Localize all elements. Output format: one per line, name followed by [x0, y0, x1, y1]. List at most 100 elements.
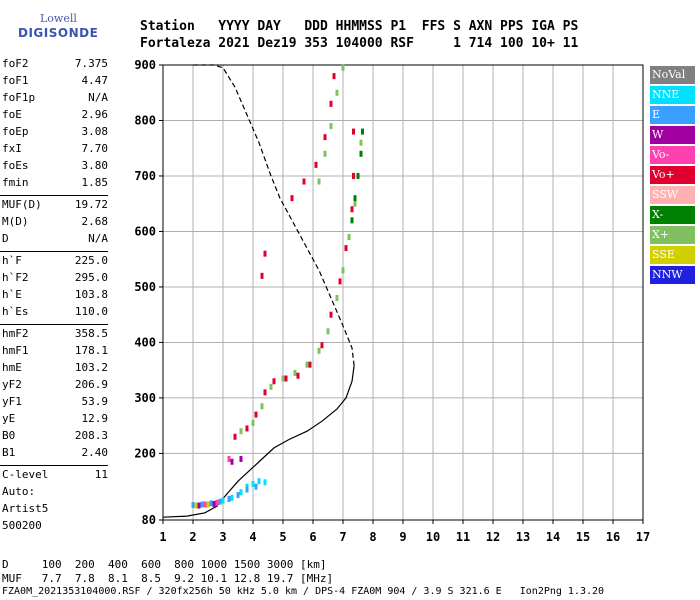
param-row: D N/A	[0, 232, 112, 249]
echo-point	[344, 245, 348, 252]
param-row: fmin 1.85	[0, 176, 112, 193]
param-name: B1	[2, 446, 16, 459]
param-value: 208.3	[74, 429, 108, 442]
param-name: yF2	[2, 378, 22, 391]
echo-point	[329, 311, 333, 318]
param-value: 3.08	[81, 125, 109, 138]
echo-point	[359, 139, 363, 146]
param-row: h`F 225.0	[0, 254, 112, 271]
echo-point	[215, 499, 219, 506]
param-separator	[0, 195, 108, 196]
echo-point	[194, 502, 198, 509]
echo-point	[359, 150, 363, 157]
echo-point	[347, 234, 351, 241]
param-row: foF1 4.47	[0, 74, 112, 91]
param-value: 7.70	[81, 142, 109, 155]
echo-point	[209, 500, 213, 507]
param-value: 103.2	[74, 361, 108, 374]
legend-item: X-	[650, 206, 695, 224]
y-tick-label: 600	[134, 224, 156, 238]
echo-point	[227, 495, 231, 502]
echo-point	[191, 502, 195, 509]
legend-item: SSE	[650, 246, 695, 264]
param-value: 1.85	[81, 176, 109, 189]
param-name: hmE	[2, 361, 22, 374]
param-value: 19.72	[74, 198, 108, 211]
param-name: h`Es	[2, 305, 29, 318]
param-name: foEs	[2, 159, 29, 172]
x-tick-label: 5	[279, 530, 286, 544]
profile-line	[162, 365, 355, 518]
echo-point	[308, 361, 312, 368]
param-name: MUF(D)	[2, 198, 42, 211]
param-value: 295.0	[74, 271, 108, 284]
echo-point	[284, 375, 288, 382]
echo-point	[230, 458, 234, 465]
y-tick-label: 700	[134, 169, 156, 183]
y-tick-label: 400	[134, 335, 156, 349]
param-value: 2.40	[81, 446, 109, 459]
param-row: MUF(D) 19.72	[0, 198, 112, 215]
param-row: B0 208.3	[0, 429, 112, 446]
echo-point	[323, 134, 327, 141]
param-row: foEp 3.08	[0, 125, 112, 142]
param-separator	[0, 465, 108, 466]
param-row: h`F2 295.0	[0, 271, 112, 288]
echo-point	[212, 500, 216, 507]
echo-point	[227, 455, 231, 462]
echo-point	[236, 492, 240, 499]
echo-point	[317, 347, 321, 354]
echo-point	[269, 383, 273, 390]
x-tick-label: 16	[606, 530, 620, 544]
param-value: 4.47	[81, 74, 109, 87]
echo-point	[332, 73, 336, 80]
param-row: foEs 3.80	[0, 159, 112, 176]
echo-point	[296, 372, 300, 379]
x-tick-label: 13	[516, 530, 530, 544]
param-row: M(D) 2.68	[0, 215, 112, 232]
param-value: 225.0	[74, 254, 108, 267]
legend-item: E	[650, 106, 695, 124]
echo-point	[302, 178, 306, 185]
auto-artist: Artist5	[2, 502, 49, 515]
param-name: hmF1	[2, 344, 29, 357]
param-value: 11	[94, 468, 108, 481]
echo-point	[245, 486, 249, 493]
param-value: 2.68	[81, 215, 109, 228]
echo-point	[263, 250, 267, 257]
x-tick-label: 15	[576, 530, 590, 544]
param-row: yF1 53.9	[0, 395, 112, 412]
echo-point	[254, 411, 258, 418]
param-row: hmF2 358.5	[0, 327, 112, 344]
x-tick-label: 17	[636, 530, 650, 544]
x-tick-label: 8	[369, 530, 376, 544]
header-labels: Station YYYY DAY DDD HHMMSS P1 FFS S AXN…	[140, 19, 579, 34]
x-tick-label: 12	[486, 530, 500, 544]
polarization-legend: NoVal NNE E W Vo- Vo+ SSW X- X+ SSE NNW	[650, 66, 695, 286]
param-name: foEp	[2, 125, 29, 138]
echo-point	[361, 128, 364, 135]
param-name: D	[2, 232, 9, 245]
echo-point	[350, 217, 354, 224]
param-name: foE	[2, 108, 22, 121]
echo-point	[323, 150, 327, 157]
footer-file-info: FZA0M_2021353104000.RSF / 320fx256h 50 k…	[2, 586, 605, 597]
echo-point	[200, 501, 204, 508]
param-row: yF2 206.9	[0, 378, 112, 395]
param-separator	[0, 324, 108, 325]
echo-point	[281, 375, 285, 382]
echo-point	[257, 478, 261, 485]
y-tick-label: 900	[134, 58, 156, 72]
legend-item: Vo+	[650, 166, 695, 184]
footer-distance: D 100 200 400 600 800 1000 1500 3000 [km…	[2, 558, 327, 571]
param-name: fxI	[2, 142, 22, 155]
echo-point	[230, 494, 234, 501]
echo-point	[272, 378, 276, 385]
echo-point	[239, 489, 243, 496]
echo-point	[251, 419, 255, 426]
echo-point	[263, 389, 267, 396]
x-tick-label: 2	[189, 530, 196, 544]
echo-point	[338, 278, 342, 285]
y-tick-label: 500	[134, 280, 156, 294]
